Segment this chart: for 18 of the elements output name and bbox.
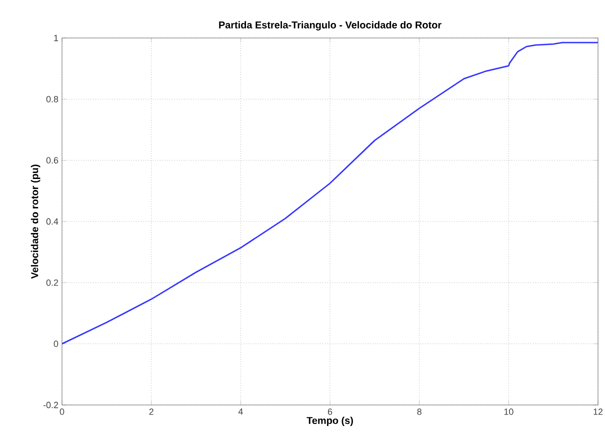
x-tick-label: 2 [149,408,154,415]
chart-title: Partida Estrela-Triangulo - Velocidade do Rotor [219,21,442,30]
y-tick-label: 0.2 [46,279,58,286]
x-tick-label: 8 [417,408,422,415]
x-tick-label: 6 [328,408,332,415]
x-tick-label: 10 [504,408,514,415]
x-tick-label: 0 [60,408,64,415]
y-axis-title: Velocidade do rotor (pu) [30,164,40,279]
y-tick-label: 0 [54,340,58,347]
x-axis-title: Tempo (s) [306,416,353,426]
y-tick-label: 0.8 [46,96,58,102]
y-tick-label: 0.6 [46,157,58,164]
x-tick-label: 4 [238,408,243,415]
y-tick-label: 0.4 [46,218,58,225]
line-series [62,42,598,345]
y-tick-label: -0.2 [43,402,58,408]
y-tick-label: 1 [54,34,58,42]
x-tick-label: 12 [594,408,603,415]
